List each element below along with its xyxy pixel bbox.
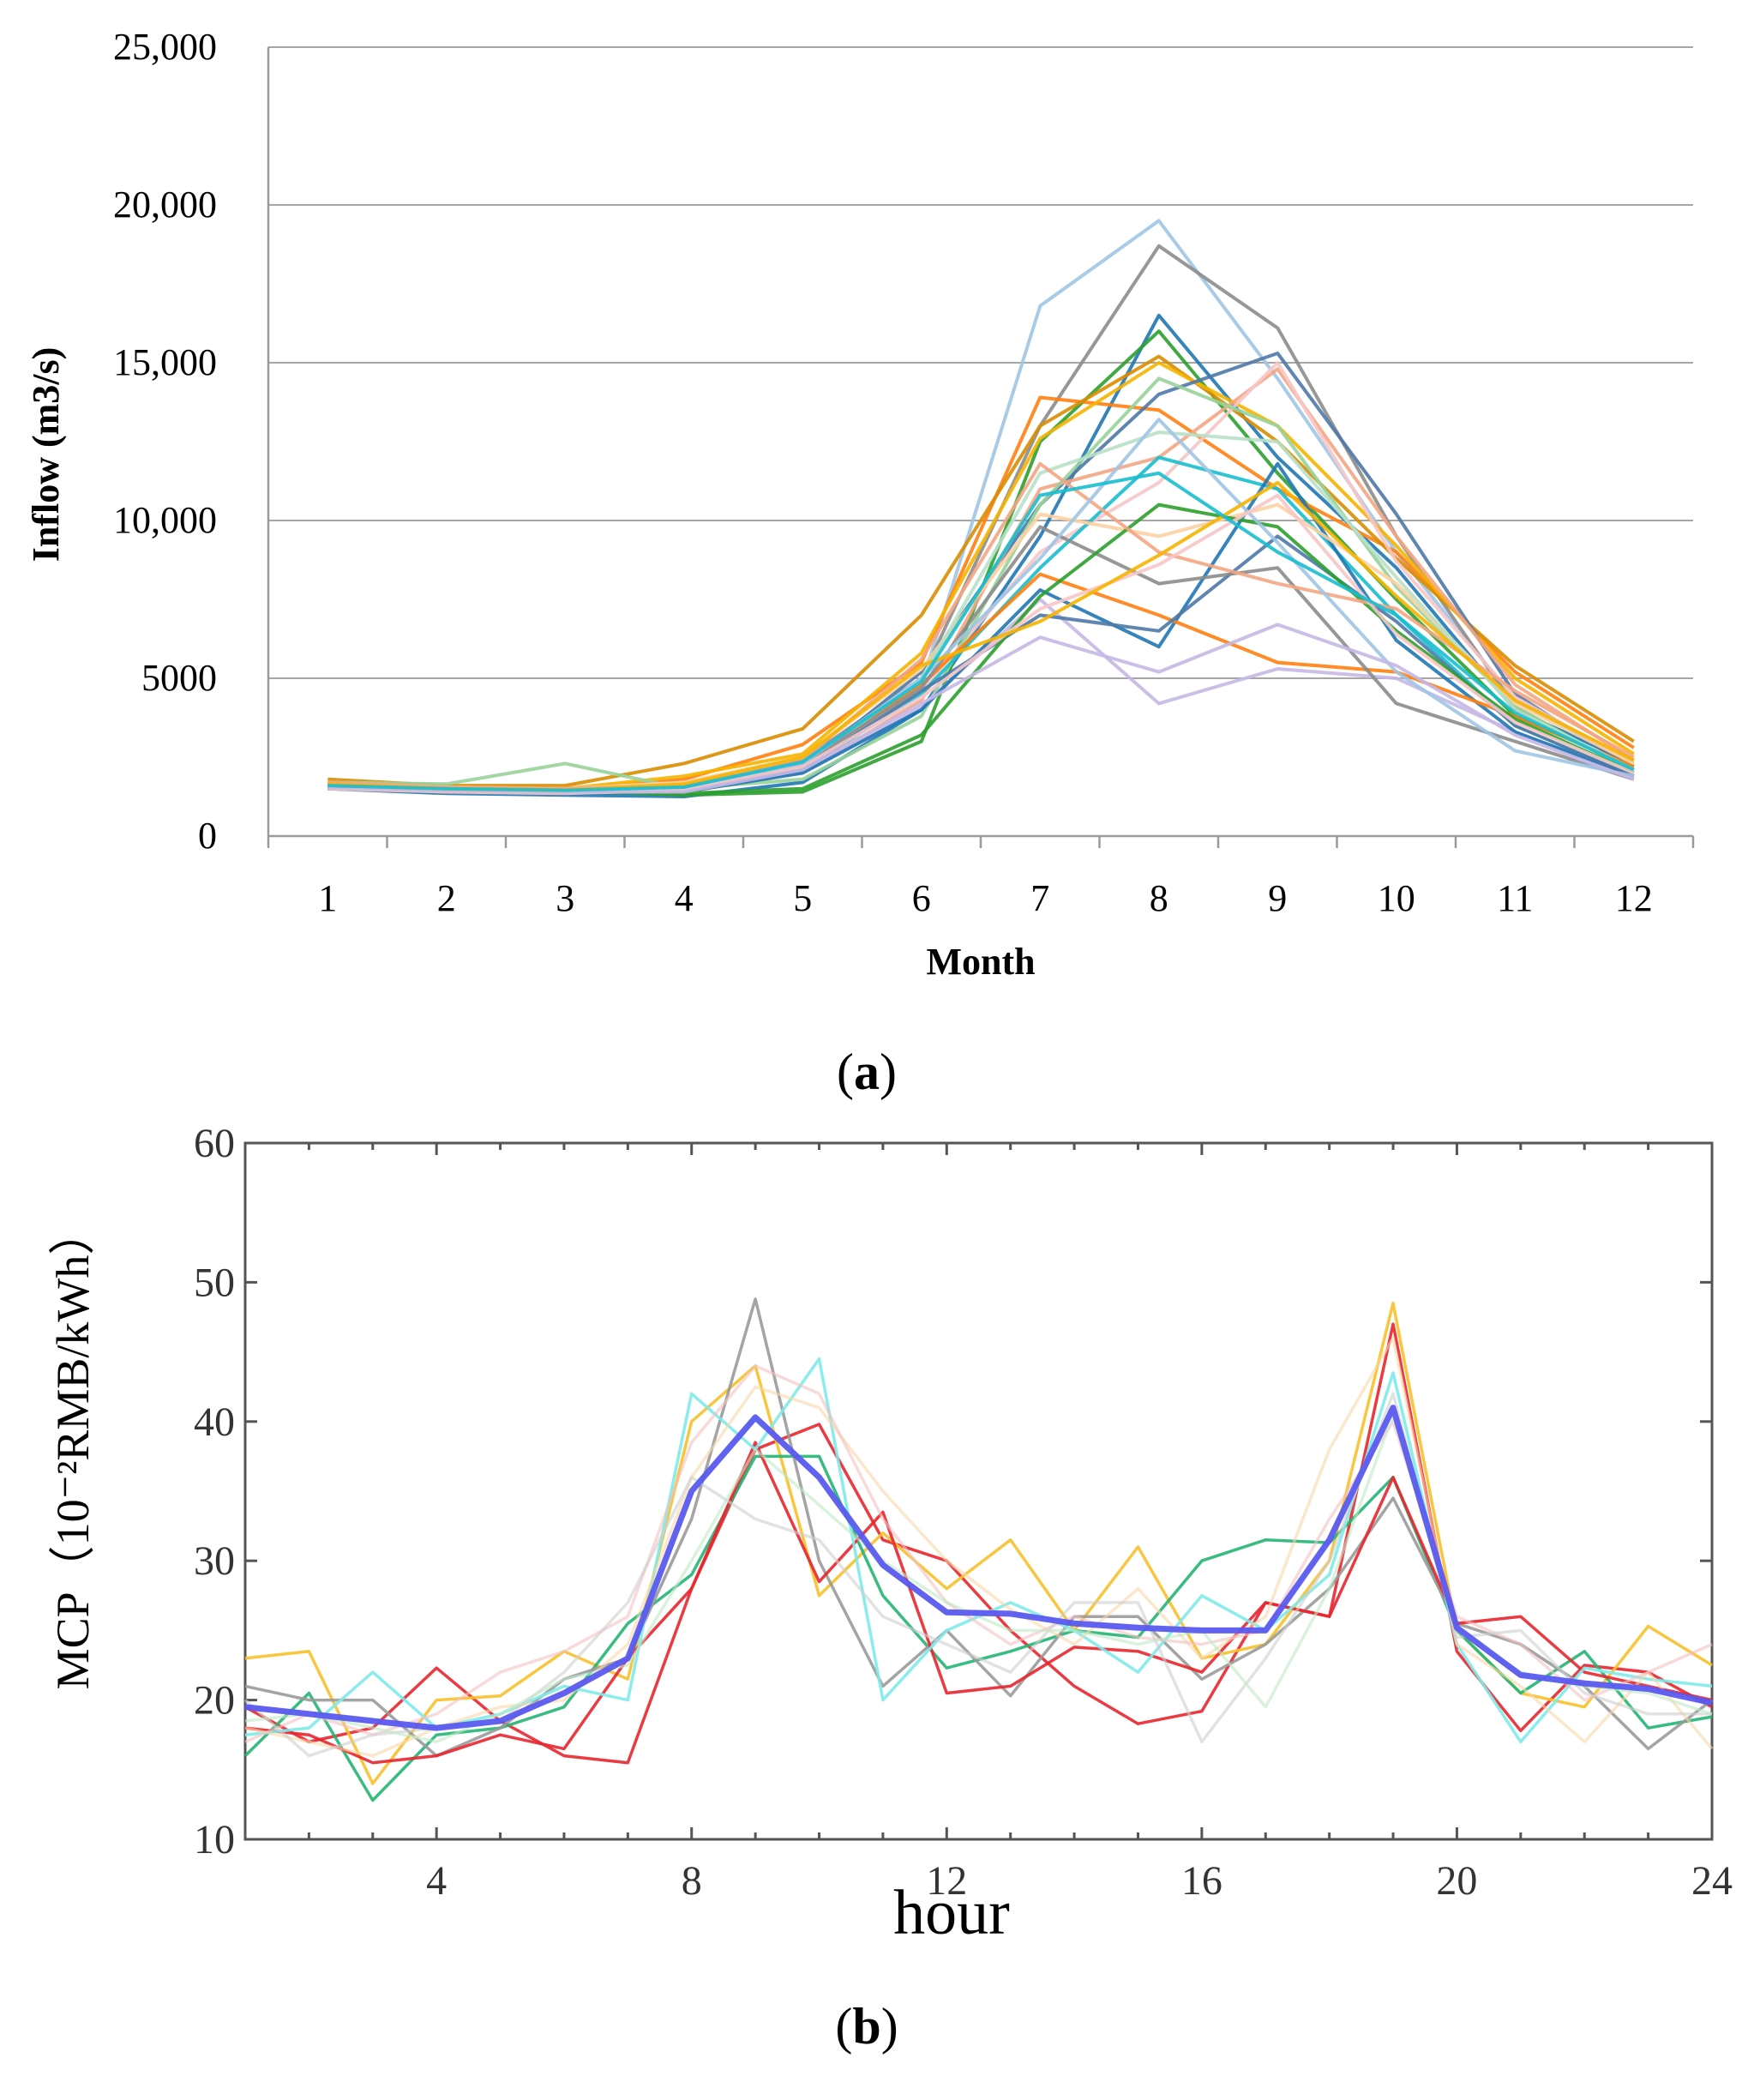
chart-b-y-tick-label: 30 (194, 1538, 235, 1584)
chart-b-series-line (244, 1322, 1713, 1765)
chart-a-x-tick-label: 3 (556, 877, 574, 919)
chart-a-series-line (327, 471, 1635, 792)
chart-a-y-tick-label: 20,000 (113, 184, 217, 226)
panel-label-a: (a) (837, 1044, 897, 1100)
chart-a-series-line (327, 354, 1635, 788)
chart-a-x-tick-label: 10 (1378, 877, 1415, 919)
chart-b-y-tick-label: 50 (194, 1260, 235, 1305)
chart-b-x-tick-label: 20 (1436, 1858, 1477, 1904)
chart-a-series-line (327, 367, 1635, 794)
chart-b-series-line (244, 1441, 1713, 1765)
chart-b-series-line (244, 1302, 1713, 1785)
chart-b-series-line (244, 1336, 1714, 1758)
chart-a-x-ticks (267, 836, 1695, 848)
chart-a-series-line (327, 376, 1635, 791)
chart-b-x-tick-labels: 4 8 12 16 20 24 (426, 1858, 1733, 1904)
chart-b-y-ticks (245, 1141, 1712, 1841)
chart-b-y-tick-label: 60 (194, 1121, 235, 1166)
chart-a-series-line (327, 219, 1635, 792)
chart-b-x-ticks (243, 1143, 1714, 1839)
chart-a-y-axis-title: Inflow (m3/s) (25, 347, 67, 563)
chart-b-y-tick-label: 20 (194, 1678, 235, 1724)
chart-a-x-tick-label: 7 (1030, 877, 1049, 919)
chart-a-x-tick-label: 12 (1615, 877, 1653, 919)
chart-b-series-line (244, 1297, 1714, 1758)
chart-b-y-axis-title: MCP（10⁻²RMB/kWh） (47, 1209, 99, 1690)
chart-a-x-tick-label: 8 (1150, 877, 1168, 919)
chart-b-series-line (243, 1454, 1713, 1802)
chart-b-y-tick-labels: 10 20 30 40 50 60 (194, 1121, 235, 1862)
chart-a-x-tick-label: 11 (1497, 877, 1533, 919)
chart-a-y-tick-label: 0 (198, 815, 217, 857)
chart-b-series-line (244, 1364, 1713, 1743)
chart-a-x-tick-label: 9 (1268, 877, 1287, 919)
chart-b-x-tick-label: 24 (1691, 1858, 1733, 1904)
chart-a-y-tick-label: 10,000 (113, 499, 217, 541)
chart-a-series (327, 219, 1635, 798)
chart-a-gridlines (268, 46, 1693, 679)
chart-b-mean-line (244, 1405, 1713, 1731)
chart-b-x-tick-label: 12 (926, 1858, 967, 1904)
chart-a-y-tick-label: 25,000 (113, 26, 217, 68)
chart-b-series (243, 1297, 1714, 1802)
chart-a-y-tick-label: 5000 (141, 657, 217, 699)
chart-a-x-tick-label: 6 (912, 877, 931, 919)
chart-b-y-tick-label: 40 (194, 1399, 235, 1445)
chart-a-x-axis-title: Month (926, 941, 1035, 983)
chart-b-x-axis-title: hour (893, 1878, 1010, 1948)
chart-a-x-tick-label: 2 (437, 877, 456, 919)
chart-a-x-tick-label: 1 (318, 877, 337, 919)
chart-a-y-tick-label: 15,000 (113, 341, 217, 383)
chart-b-x-tick-label: 16 (1181, 1858, 1222, 1904)
chart-a-x-tick-label: 5 (793, 877, 812, 919)
panel-label-b: (b) (835, 1998, 898, 2055)
chart-a-y-tick-labels: 0 5000 10,000 15,000 20,000 25,000 (113, 26, 217, 857)
chart-b-x-tick-label: 4 (426, 1858, 447, 1904)
chart-b-series-line (244, 1357, 1713, 1744)
chart-b: 10 20 30 40 50 60 4 8 12 16 20 24 hour MCP（10⁻²RMB… (47, 1121, 1733, 2055)
chart-b-plot-frame (243, 1141, 1714, 1841)
chart-a-x-tick-labels: 1 2 3 4 5 6 7 8 9 10 11 12 (318, 877, 1653, 919)
chart-b-series-line (243, 1392, 1712, 1758)
chart-b-x-tick-label: 8 (682, 1858, 702, 1904)
chart-b-y-tick-label: 10 (194, 1817, 235, 1862)
chart-a-x-tick-label: 4 (675, 877, 694, 919)
